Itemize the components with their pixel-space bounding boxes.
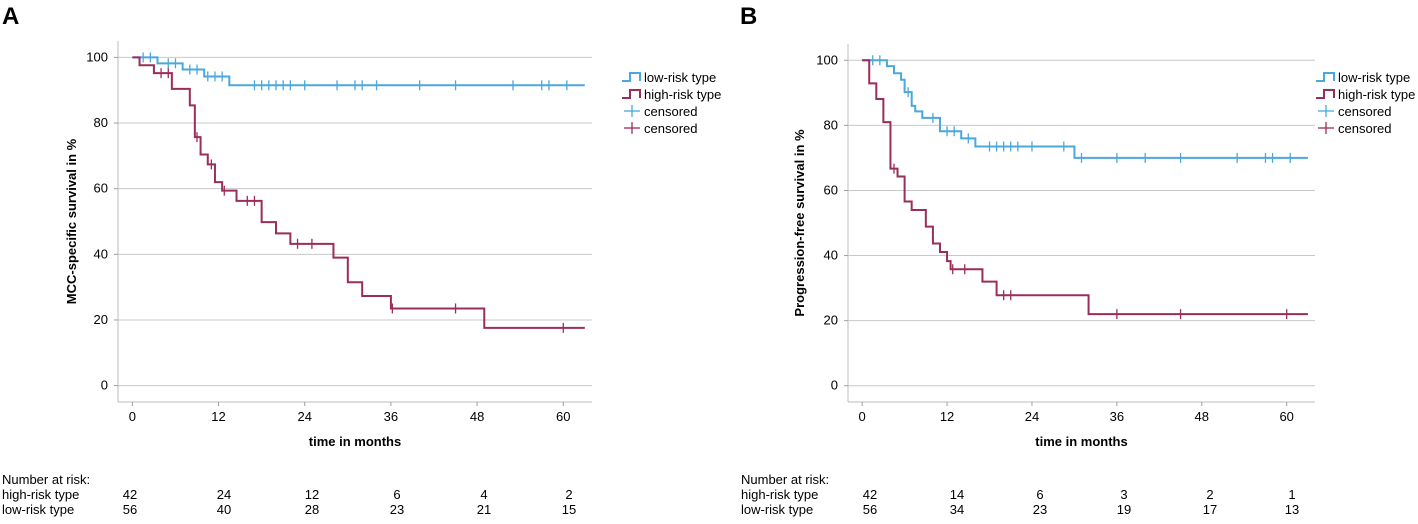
risk-count: 23 bbox=[1033, 502, 1047, 517]
risk-count: 15 bbox=[562, 502, 576, 517]
survival-curve-high-risk-type bbox=[862, 59, 1308, 316]
survival-curve-low-risk-type bbox=[132, 56, 585, 87]
x-tick-label: 48 bbox=[1195, 409, 1209, 424]
risk-count: 19 bbox=[1117, 502, 1131, 517]
y-tick-label: 40 bbox=[94, 246, 108, 261]
panel-label: B bbox=[740, 3, 757, 30]
risk-row-label: high-risk type bbox=[741, 487, 818, 502]
y-tick-label: 20 bbox=[94, 312, 108, 327]
x-axis-title: time in months bbox=[1035, 434, 1127, 449]
risk-count: 1 bbox=[1288, 487, 1295, 502]
risk-count: 56 bbox=[863, 502, 877, 517]
legend-label: high-risk type bbox=[644, 87, 721, 102]
y-tick-label: 20 bbox=[824, 313, 838, 328]
risk-count: 28 bbox=[305, 502, 319, 517]
legend-label: censored bbox=[1338, 121, 1391, 136]
risk-table-title: Number at risk: bbox=[741, 472, 829, 487]
risk-count: 3 bbox=[1120, 487, 1127, 502]
x-tick-label: 36 bbox=[1110, 409, 1124, 424]
legend-label: censored bbox=[1338, 104, 1391, 119]
risk-count: 24 bbox=[217, 487, 231, 502]
risk-count: 34 bbox=[950, 502, 964, 517]
y-tick-label: 80 bbox=[824, 117, 838, 132]
y-tick-label: 60 bbox=[824, 182, 838, 197]
x-tick-label: 60 bbox=[1279, 409, 1293, 424]
y-tick-label: 100 bbox=[816, 52, 838, 67]
y-tick-label: 60 bbox=[94, 181, 108, 196]
risk-table: Number at risk:high-risk type 42 24 12 6 4 2lo… bbox=[2, 472, 576, 517]
y-tick-label: 100 bbox=[86, 49, 108, 64]
y-tick-label: 40 bbox=[824, 248, 838, 263]
risk-count: 40 bbox=[217, 502, 231, 517]
survival-curve-high-risk-type bbox=[132, 56, 585, 329]
legend-swatch bbox=[622, 89, 641, 99]
y-tick-label: 80 bbox=[94, 115, 108, 130]
x-tick-label: 60 bbox=[556, 409, 570, 424]
risk-count: 42 bbox=[123, 487, 137, 502]
x-axis-title: time in months bbox=[309, 434, 401, 449]
risk-count: 6 bbox=[393, 487, 400, 502]
x-tick-label: 24 bbox=[297, 409, 311, 424]
risk-count: 12 bbox=[305, 487, 319, 502]
legend-label: censored bbox=[644, 104, 697, 119]
risk-row-label: low-risk type bbox=[741, 502, 813, 517]
risk-count: 21 bbox=[477, 502, 491, 517]
x-tick-label: 48 bbox=[470, 409, 484, 424]
risk-count: 2 bbox=[565, 487, 572, 502]
y-tick-label: 0 bbox=[831, 378, 838, 393]
risk-count: 17 bbox=[1203, 502, 1217, 517]
risk-row-label: low-risk type bbox=[2, 502, 74, 517]
legend-label: low-risk type bbox=[644, 70, 716, 85]
risk-row-label: high-risk type bbox=[2, 487, 79, 502]
survival-curve-low-risk-type bbox=[862, 59, 1308, 159]
legend-label: censored bbox=[644, 121, 697, 136]
legend-label: low-risk type bbox=[1338, 70, 1410, 85]
risk-count: 2 bbox=[1206, 487, 1213, 502]
risk-count: 4 bbox=[480, 487, 487, 502]
risk-count: 42 bbox=[863, 487, 877, 502]
risk-count: 6 bbox=[1036, 487, 1043, 502]
legend-label: high-risk type bbox=[1338, 87, 1415, 102]
y-axis-title: Progression-free survival in % bbox=[792, 129, 807, 317]
panel-label: A bbox=[2, 3, 19, 30]
risk-table-title: Number at risk: bbox=[2, 472, 90, 487]
legend-swatch bbox=[622, 72, 641, 82]
legend-swatch bbox=[1316, 72, 1335, 82]
x-tick-label: 24 bbox=[1025, 409, 1039, 424]
x-tick-label: 36 bbox=[384, 409, 398, 424]
risk-count: 56 bbox=[123, 502, 137, 517]
y-tick-label: 0 bbox=[101, 378, 108, 393]
y-axis-title: MCC-specific survival in % bbox=[64, 138, 79, 304]
x-tick-label: 0 bbox=[859, 409, 866, 424]
x-tick-label: 12 bbox=[940, 409, 954, 424]
risk-count: 23 bbox=[390, 502, 404, 517]
x-tick-label: 12 bbox=[211, 409, 225, 424]
risk-count: 13 bbox=[1285, 502, 1299, 517]
risk-table: Number at risk:high-risk type 42 14 6 3 2 1 low… bbox=[741, 472, 1299, 517]
legend-swatch bbox=[1316, 89, 1335, 99]
x-tick-label: 0 bbox=[129, 409, 136, 424]
risk-count: 14 bbox=[950, 487, 964, 502]
legend: low-risk type high-risk type censored censo… bbox=[622, 70, 721, 136]
legend: low-risk type high-risk type censored censo… bbox=[1316, 70, 1415, 136]
